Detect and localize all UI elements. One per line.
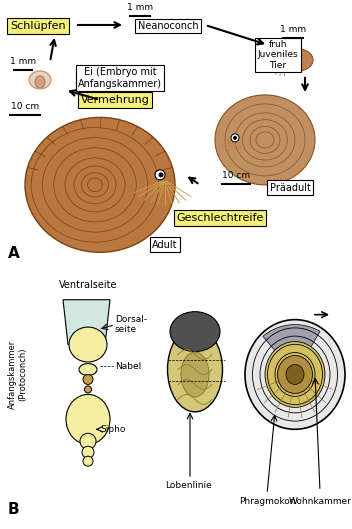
Ellipse shape xyxy=(79,363,97,376)
Circle shape xyxy=(231,134,239,142)
Text: Ei (Embryo mit
Anfangskammer): Ei (Embryo mit Anfangskammer) xyxy=(78,67,162,89)
Ellipse shape xyxy=(168,327,222,412)
Text: 1 mm: 1 mm xyxy=(10,57,36,66)
Ellipse shape xyxy=(69,327,107,362)
Polygon shape xyxy=(263,325,320,375)
Text: Dorsal-
seite: Dorsal- seite xyxy=(115,315,147,334)
Text: fruh
Juveniles
Tier: fruh Juveniles Tier xyxy=(258,40,298,70)
Text: Adult: Adult xyxy=(152,240,178,250)
Text: A: A xyxy=(8,246,20,261)
Text: Neanoconch: Neanoconch xyxy=(138,21,198,31)
Text: Präadult: Präadult xyxy=(270,183,310,193)
Ellipse shape xyxy=(35,76,45,88)
Text: Lobenlinie: Lobenlinie xyxy=(165,481,211,490)
Circle shape xyxy=(84,386,92,393)
Ellipse shape xyxy=(245,320,345,430)
Ellipse shape xyxy=(215,95,315,185)
Circle shape xyxy=(82,446,94,458)
Ellipse shape xyxy=(66,395,110,444)
Text: Phragmokon: Phragmokon xyxy=(239,497,295,506)
Circle shape xyxy=(158,172,163,177)
Text: B: B xyxy=(8,502,20,517)
Ellipse shape xyxy=(141,23,155,33)
Text: Ventralseite: Ventralseite xyxy=(59,280,117,290)
Text: Vermehrung: Vermehrung xyxy=(81,95,150,105)
Ellipse shape xyxy=(29,71,51,89)
Text: Wohnkammer: Wohnkammer xyxy=(289,497,351,506)
Text: Nabel: Nabel xyxy=(115,362,141,371)
Text: 10 cm: 10 cm xyxy=(11,102,39,111)
Ellipse shape xyxy=(277,355,313,394)
Ellipse shape xyxy=(170,312,220,352)
Ellipse shape xyxy=(181,352,209,397)
Text: Anfangskammer
(Protoconch): Anfangskammer (Protoconch) xyxy=(8,340,28,409)
Ellipse shape xyxy=(286,364,304,385)
Ellipse shape xyxy=(25,117,175,252)
Text: Schlüpfen: Schlüpfen xyxy=(10,21,66,31)
Circle shape xyxy=(80,433,96,449)
Circle shape xyxy=(155,170,165,180)
Circle shape xyxy=(83,456,93,466)
Text: Sipho: Sipho xyxy=(100,425,125,434)
Ellipse shape xyxy=(265,342,325,407)
Text: 1 mm: 1 mm xyxy=(127,3,153,12)
Text: Geschlechtreife: Geschlechtreife xyxy=(176,213,264,223)
Circle shape xyxy=(83,375,93,385)
Text: 10 cm: 10 cm xyxy=(222,171,250,180)
Polygon shape xyxy=(63,300,110,344)
Circle shape xyxy=(233,136,237,140)
Text: 1 mm: 1 mm xyxy=(280,25,306,34)
Ellipse shape xyxy=(283,49,313,71)
